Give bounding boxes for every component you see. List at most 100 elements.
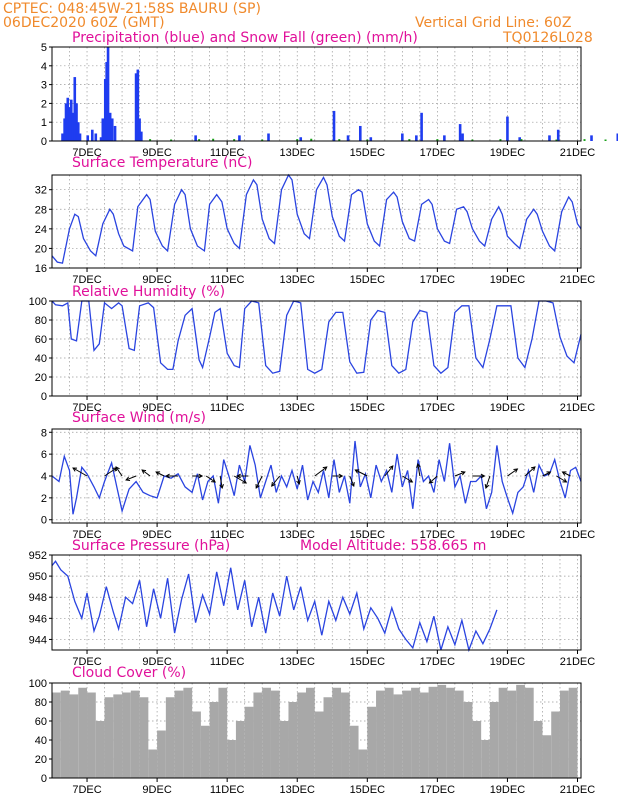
cloud-bar (87, 692, 96, 778)
wind-arrow (384, 465, 394, 477)
cloud-bar (551, 711, 560, 778)
cloud-bar (139, 697, 149, 778)
y-tick-label: 6 (41, 449, 47, 461)
x-tick-label: 17DEC (420, 529, 456, 541)
wind-arrow (104, 467, 117, 477)
x-tick-label: 15DEC (350, 784, 386, 796)
wind-arrow (255, 475, 263, 489)
precip-panel: Precipitation (blue) and Snow Fall (gree… (41, 30, 618, 159)
x-tick-label: 21DEC (560, 274, 596, 286)
cloud-bar (463, 702, 473, 778)
wind-arrow-head (513, 468, 519, 473)
y-tick-label: 100 (29, 678, 47, 690)
wind-arrow-head (72, 467, 78, 472)
precip-bar (401, 133, 404, 141)
precip-bar (358, 125, 362, 141)
wind-arrow (271, 475, 281, 487)
x-tick-label: 19DEC (490, 529, 526, 541)
snow-bar (261, 139, 264, 141)
wind-arrow-head (271, 481, 276, 487)
cloud-bar (165, 697, 175, 778)
wind-arrow (524, 466, 536, 477)
wind-title: Surface Wind (m/s) (72, 410, 206, 426)
x-tick-label: 11DEC (210, 784, 245, 796)
wind-arrow-head (141, 469, 147, 474)
y-tick-label: 80 (35, 315, 47, 327)
x-tick-label: 13DEC (279, 274, 315, 286)
y-tick-label: 0 (41, 136, 47, 148)
cloud-bar (428, 686, 438, 778)
snow-bar (604, 139, 607, 141)
cloud-bar (358, 749, 368, 778)
snow-bar (555, 139, 558, 141)
x-tick-label: 7DEC (72, 784, 101, 796)
x-tick-label: 7DEC (72, 147, 101, 159)
cloud-bar (542, 735, 552, 778)
y-tick-label: 16 (35, 263, 47, 275)
y-tick-label: 80 (35, 697, 47, 709)
wind-arrow (296, 475, 300, 485)
x-tick-label: 17DEC (420, 784, 456, 796)
header-grid-note: Vertical Grid Line: 60Z (415, 15, 571, 31)
y-tick-label: 946 (29, 613, 47, 625)
snow-bar (310, 138, 313, 141)
precip-bar (78, 133, 82, 141)
x-tick-label: 17DEC (420, 274, 456, 286)
wind-arrow-head (211, 478, 217, 483)
x-tick-label: 13DEC (279, 784, 315, 796)
x-tick-label: 13DEC (279, 402, 315, 414)
y-tick-label: 24 (35, 224, 47, 236)
cloud-panel: Cloud Cover (%) 0 20 40 60 80 100 7DEC 9DEC 11DEC… (29, 665, 596, 796)
x-tick-label: 15DEC (350, 529, 386, 541)
cloud-title: Cloud Cover (%) (72, 665, 186, 681)
cloud-bar (419, 692, 429, 778)
x-tick-label: 21DEC (560, 656, 596, 668)
wind-arrow (542, 471, 551, 477)
x-tick-label: 7DEC (72, 529, 101, 541)
precip-bar (518, 137, 521, 141)
y-tick-label: 0 (41, 515, 47, 527)
cloud-bar (533, 721, 543, 778)
snow-bar (520, 139, 523, 141)
x-tick-label: 21DEC (560, 402, 596, 414)
cloud-bar (472, 721, 482, 778)
y-tick-label: 944 (29, 634, 47, 646)
y-tick-label: 1 (41, 117, 47, 129)
x-tick-label: 11DEC (210, 529, 245, 541)
wind-arrow (562, 471, 571, 477)
wind-arrow-head (255, 483, 260, 489)
header-station: CPTEC: 048:45W-21:58S BAURU (SP) (3, 1, 261, 17)
wind-arrow-head (338, 473, 344, 479)
x-tick-label: 21DEC (560, 147, 596, 159)
snow-bar (471, 139, 474, 141)
wind-arrow (556, 475, 567, 483)
y-tick-label: 60 (35, 716, 47, 728)
wind-arrow (155, 471, 165, 477)
precip-bar (63, 118, 66, 141)
wind-arrow-head (408, 478, 414, 483)
pressure-title: Surface Pressure (hPa) (72, 538, 230, 554)
wind-arrow (233, 475, 247, 484)
cloud-bar (244, 706, 254, 778)
cloud-bar (393, 694, 403, 778)
y-tick-label: 948 (29, 592, 47, 604)
precip-bar (64, 103, 68, 141)
x-tick-label: 9DEC (142, 402, 171, 414)
precip-bar (113, 125, 117, 141)
precip-bar (136, 69, 140, 141)
precip-bar (108, 112, 112, 141)
precip-bar (461, 133, 464, 141)
model-altitude-label: Model Altitude: 558.665 m (300, 538, 486, 554)
precip-bar (616, 133, 618, 141)
precip-bar (194, 135, 197, 141)
cloud-bar (454, 690, 464, 778)
x-tick-label: 19DEC (490, 656, 526, 668)
precip-bar (90, 129, 94, 141)
snow-bar (296, 139, 299, 141)
x-tick-label: 13DEC (279, 147, 315, 159)
wind-arrow (355, 469, 368, 477)
x-tick-label: 19DEC (490, 402, 526, 414)
snow-bar (212, 138, 215, 141)
x-tick-label: 21DEC (560, 784, 596, 796)
